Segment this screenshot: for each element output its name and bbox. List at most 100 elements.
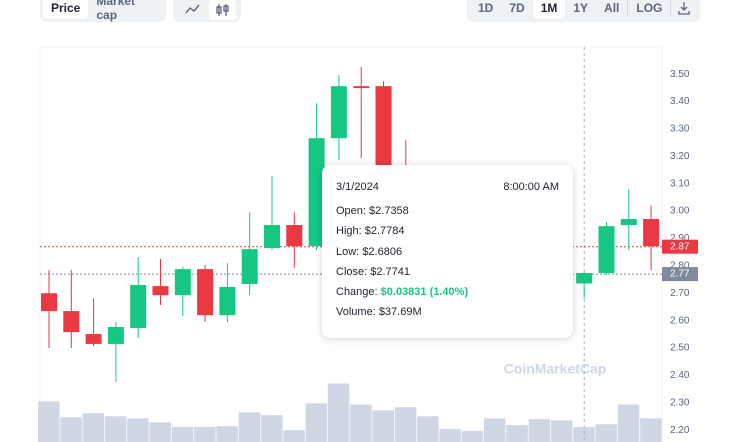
volume-bar <box>149 422 171 442</box>
tooltip-row: Open: $2.7358 <box>336 205 559 225</box>
y-tick-label: 2.30 <box>670 397 690 408</box>
tooltip-row: Close: $2.7741 <box>336 266 559 286</box>
price-label: 2.87 <box>670 241 690 252</box>
y-tick-label: 2.90 <box>670 233 690 244</box>
tooltip-value: $0.03831 (1.40%) <box>380 286 469 299</box>
tooltip-label: Low: <box>336 245 360 258</box>
volume-bar <box>82 413 105 442</box>
tooltip: 3/1/2024 8:00:00 AM Open: $2.7358 High: $2… <box>322 165 573 338</box>
line-icon <box>185 4 200 14</box>
volume-bar <box>506 425 528 442</box>
metric-toggle: Price Market cap <box>40 0 166 22</box>
y-tick-label: 2.40 <box>670 370 690 381</box>
tooltip-value: $2.6806 <box>362 245 403 258</box>
candle-icon <box>216 4 229 16</box>
y-tick-label: 3.20 <box>670 151 690 162</box>
tooltip-value: $37.69M <box>378 306 422 319</box>
volume-bar <box>484 418 506 442</box>
candle-body <box>308 138 325 247</box>
volume-bar <box>283 430 305 442</box>
y-tick-label: 3.10 <box>670 178 690 189</box>
volume-bar <box>439 428 461 442</box>
price-button[interactable]: Price <box>43 0 89 19</box>
range-1y[interactable]: 1Y <box>573 1 589 15</box>
tooltip-row: Low: $2.6806 <box>336 246 559 266</box>
candle-body <box>219 286 236 316</box>
divider <box>627 0 629 16</box>
volume-bar <box>550 420 573 442</box>
volume-bar <box>261 415 283 442</box>
price-label: 2.77 <box>670 269 690 280</box>
volume-bar <box>171 426 194 442</box>
volume-bar <box>305 403 328 442</box>
candle-body <box>152 286 169 296</box>
y-tick-label: 2.50 <box>670 343 690 354</box>
watermark: CoinMarketCap <box>504 361 607 377</box>
candle-body <box>197 269 214 316</box>
volume-bar <box>372 410 394 442</box>
tooltip-label: Close: <box>336 265 368 278</box>
range-toggle: 1D 7D 1M 1Y All LOG <box>467 0 700 22</box>
volume-bar <box>238 412 261 442</box>
volume-bar <box>595 424 617 442</box>
range-7d[interactable]: 7D <box>509 1 525 15</box>
candle-body <box>107 326 124 344</box>
volume-bar <box>194 426 216 442</box>
candle-body <box>85 334 102 344</box>
volume-bar <box>640 418 662 442</box>
candle-body <box>643 219 660 247</box>
volume-bar <box>127 418 149 442</box>
tooltip-row: High: $2.7784 <box>336 225 559 245</box>
tooltip-label: Open: <box>336 205 366 217</box>
chart-type-toggle <box>173 0 241 22</box>
chart-type-icons <box>179 0 236 20</box>
y-tick-label: 3.50 <box>670 69 690 80</box>
y-tick-label: 3.00 <box>670 206 690 217</box>
y-tick-label: 2.20 <box>670 425 690 436</box>
tooltip-label: Volume: <box>336 306 376 319</box>
candle-body <box>286 225 303 247</box>
y-tick-label: 2.80 <box>670 261 690 272</box>
candle-body <box>620 219 637 226</box>
tooltip-label: Change: <box>336 286 378 299</box>
volume-bar <box>617 404 640 442</box>
volume-bar <box>60 417 82 442</box>
market-cap-button[interactable]: Market cap <box>96 0 136 22</box>
tooltip-value: $2.7741 <box>370 265 411 278</box>
y-tick-label: 3.30 <box>670 124 690 135</box>
tooltip-value: $2.7358 <box>369 205 409 217</box>
volume-bar <box>461 430 484 442</box>
candle-body <box>63 311 80 333</box>
candle-body <box>330 86 347 139</box>
tooltip-label: High: <box>336 225 362 238</box>
price-badge <box>662 239 698 254</box>
tooltip-row: Volume: $37.69M <box>336 306 559 326</box>
volume-bar <box>417 416 439 442</box>
volume-bar <box>216 426 238 442</box>
volume-bar <box>104 416 127 442</box>
candle-body <box>598 226 615 273</box>
y-tick-label: 2.70 <box>670 288 690 299</box>
download-button[interactable] <box>671 0 697 18</box>
range-1d[interactable]: 1D <box>478 1 494 15</box>
candle-button[interactable] <box>209 0 236 20</box>
tooltip-value: $2.7784 <box>364 225 405 238</box>
candle-body <box>576 272 593 284</box>
volume-bar <box>350 404 372 442</box>
y-tick-label: 2.60 <box>670 315 690 326</box>
log-button[interactable]: LOG <box>636 1 663 15</box>
candle-body <box>41 293 57 312</box>
price-badge <box>662 267 698 282</box>
volume-bar <box>38 401 60 442</box>
range-1m[interactable]: 1M <box>532 0 566 19</box>
divider <box>670 0 672 16</box>
volume-bar <box>528 419 551 442</box>
y-tick-label: 3.40 <box>670 96 690 107</box>
candle-body <box>353 86 370 89</box>
range-all[interactable]: All <box>604 1 620 15</box>
candle-body <box>264 225 280 249</box>
tooltip-row: Change: $0.03831 (1.40%) <box>336 286 559 306</box>
candle-body <box>130 285 147 329</box>
